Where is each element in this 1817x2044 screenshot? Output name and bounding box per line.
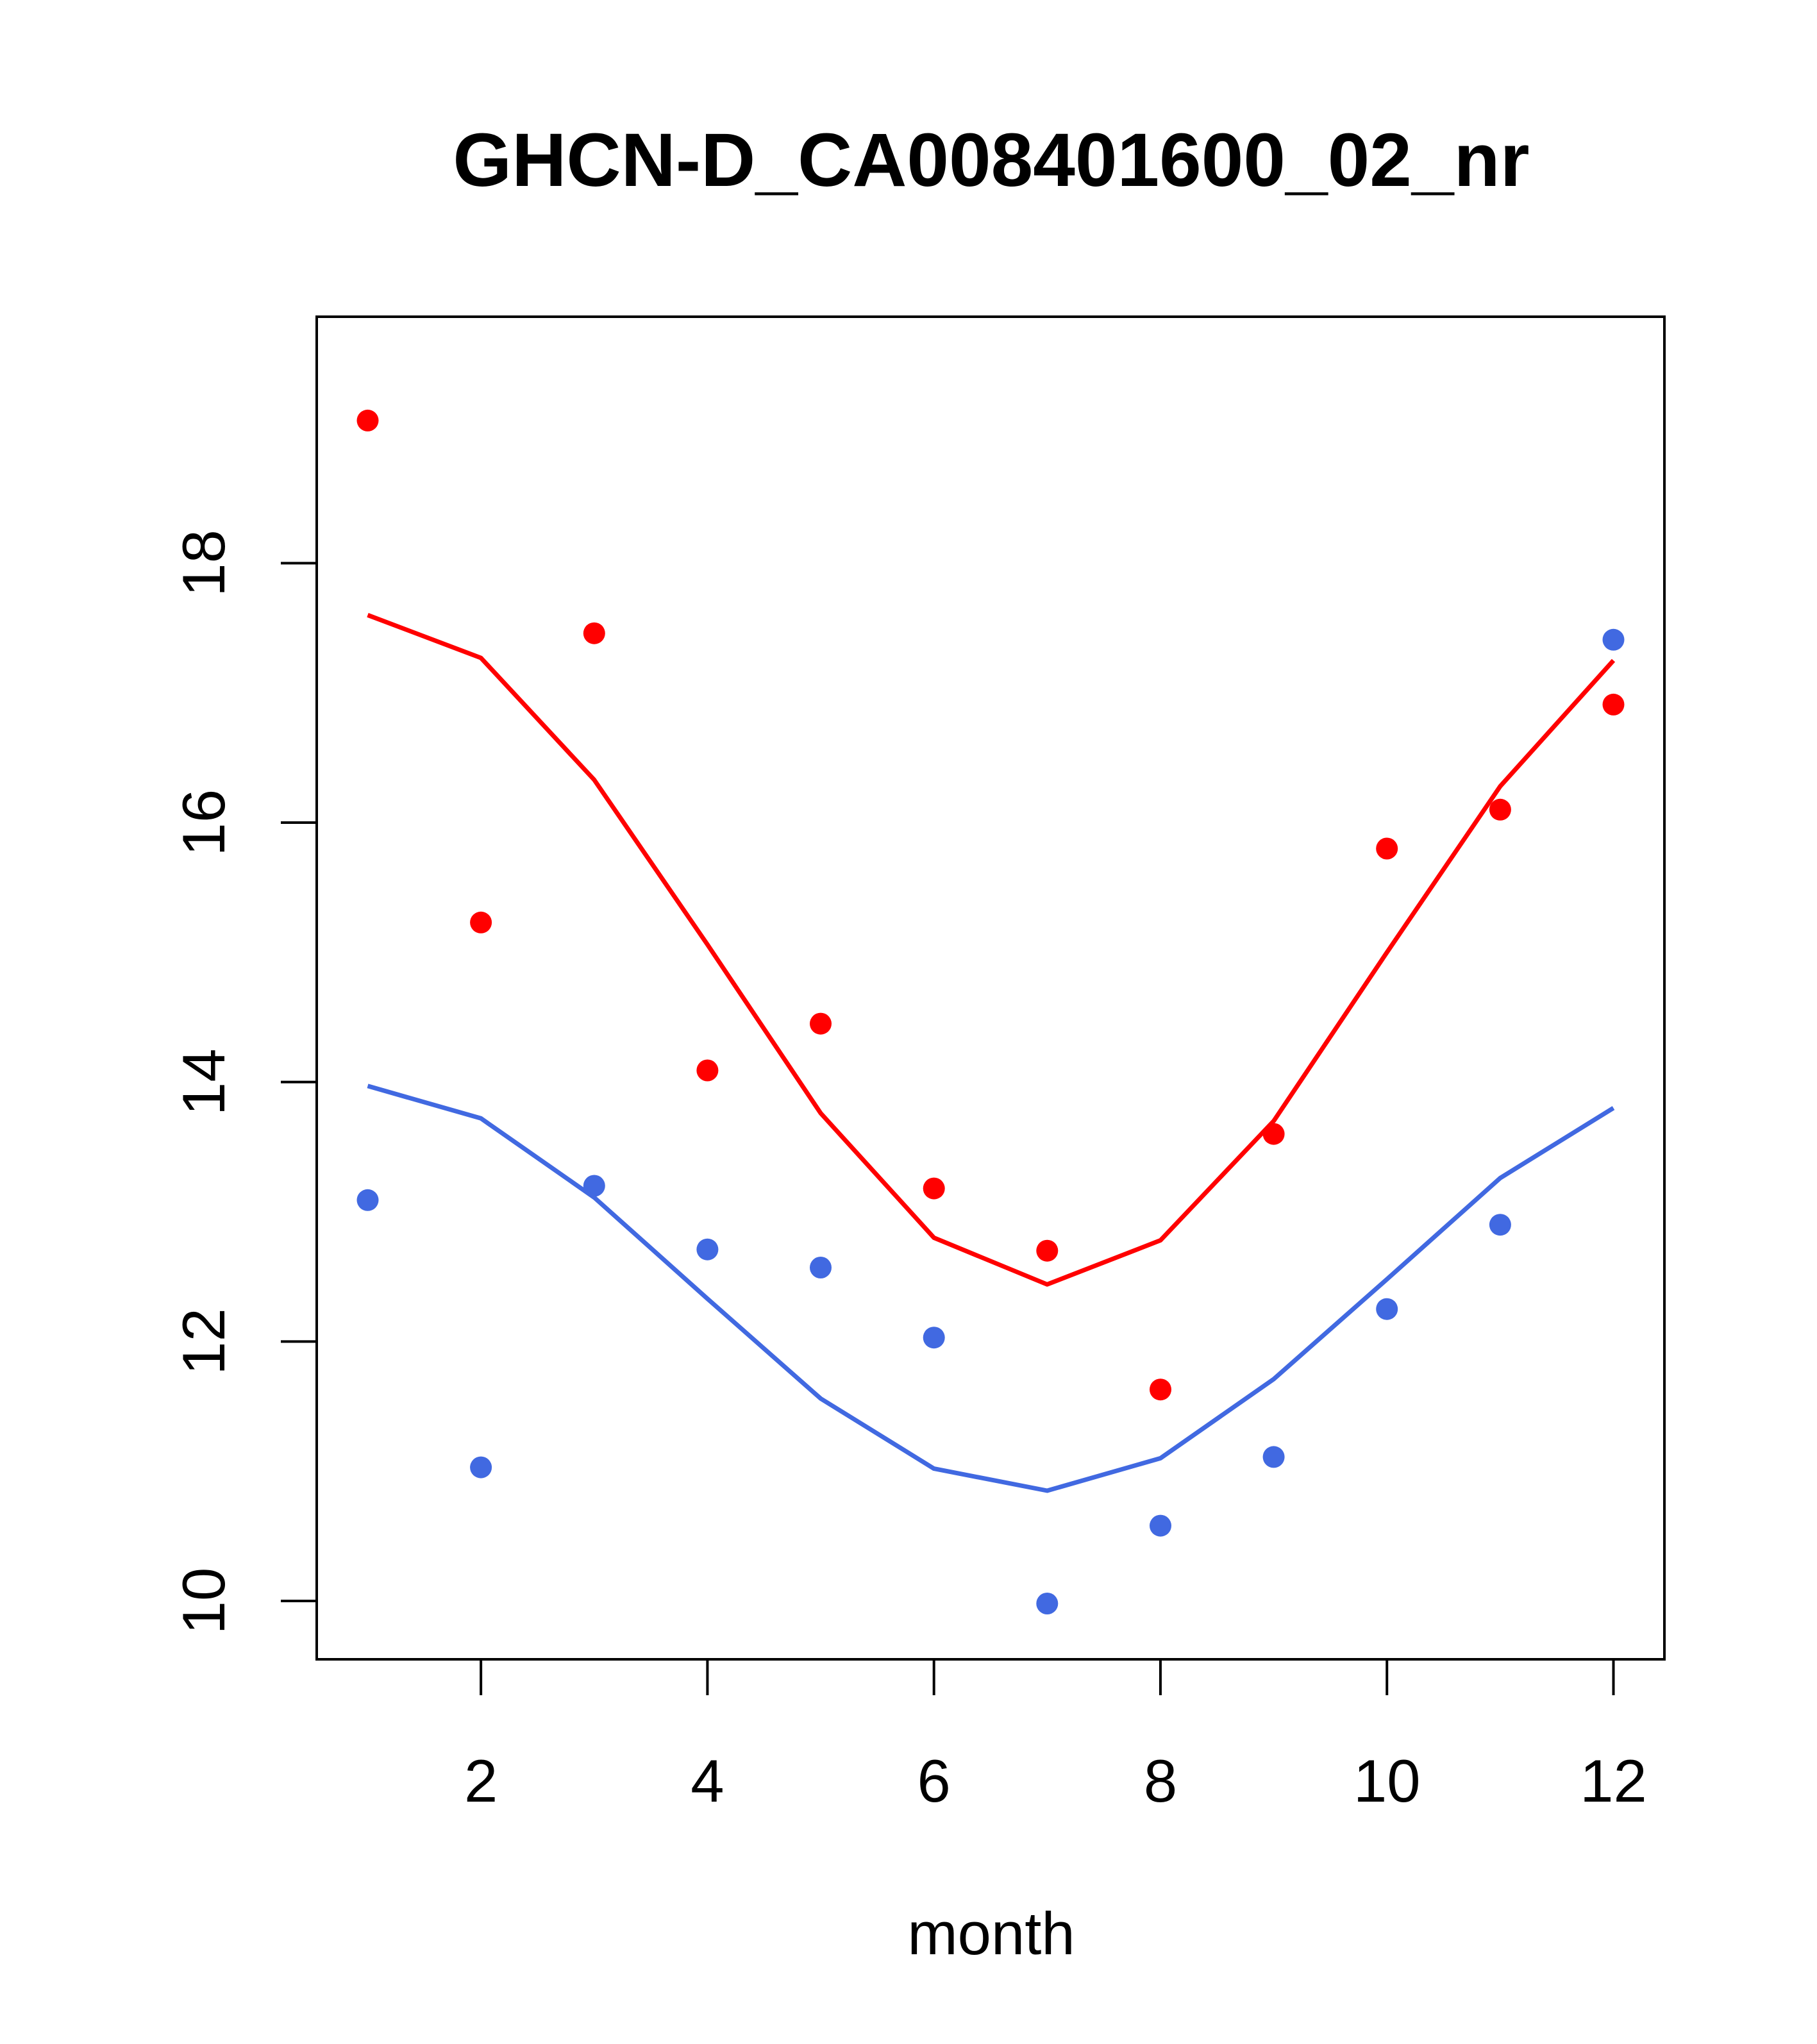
series-0-point-6 (1036, 1239, 1059, 1262)
x-axis: 2 4 6 8 10 12 (464, 1658, 1647, 1814)
series-2-point-11 (1602, 628, 1625, 651)
series-2-point-3 (696, 1238, 719, 1261)
x-axis-label: month (907, 1900, 1075, 1967)
y-tick-label-0: 10 (170, 1568, 237, 1635)
series-0-point-9 (1376, 837, 1398, 860)
series-0-point-3 (696, 1059, 719, 1082)
series-2-point-5 (923, 1327, 945, 1349)
series-2-point-0 (356, 1189, 379, 1211)
x-tick-label-5: 12 (1580, 1747, 1647, 1814)
series-2-point-7 (1150, 1514, 1171, 1537)
x-tick-label-4: 10 (1353, 1747, 1421, 1814)
x-tick-label-3: 8 (1144, 1747, 1177, 1814)
series-0-point-0 (356, 409, 379, 431)
y-tick-label-3: 16 (170, 789, 237, 857)
chart-title: GHCN-D_CA008401600_02_nr (453, 118, 1529, 203)
x-tick-label-0: 2 (464, 1747, 498, 1814)
series-2-point-10 (1489, 1214, 1511, 1236)
series-2-point-4 (810, 1257, 832, 1278)
x-tick-label-2: 6 (917, 1747, 951, 1814)
series-0-point-10 (1489, 798, 1511, 821)
series-0-point-7 (1150, 1378, 1171, 1401)
series-2-point-8 (1262, 1446, 1285, 1468)
series-0-point-5 (923, 1177, 945, 1200)
series-0-point-11 (1602, 693, 1625, 716)
y-tick-label-4: 18 (170, 530, 237, 597)
series-3-line (367, 1084, 1615, 1493)
y-axis: 10 12 14 16 18 (170, 530, 318, 1635)
series-0-point-4 (810, 1012, 832, 1035)
series-2-point-9 (1376, 1298, 1398, 1320)
series-2-point-6 (1036, 1593, 1059, 1614)
y-tick-label-2: 14 (170, 1048, 237, 1116)
series-2-point-1 (470, 1456, 492, 1479)
plot-series (356, 409, 1625, 1614)
series-0-point-2 (583, 622, 605, 644)
x-tick-label-1: 4 (691, 1747, 724, 1814)
y-tick-label-1: 12 (170, 1308, 237, 1375)
series-1-line (367, 613, 1616, 1287)
series-0-point-1 (470, 911, 492, 934)
